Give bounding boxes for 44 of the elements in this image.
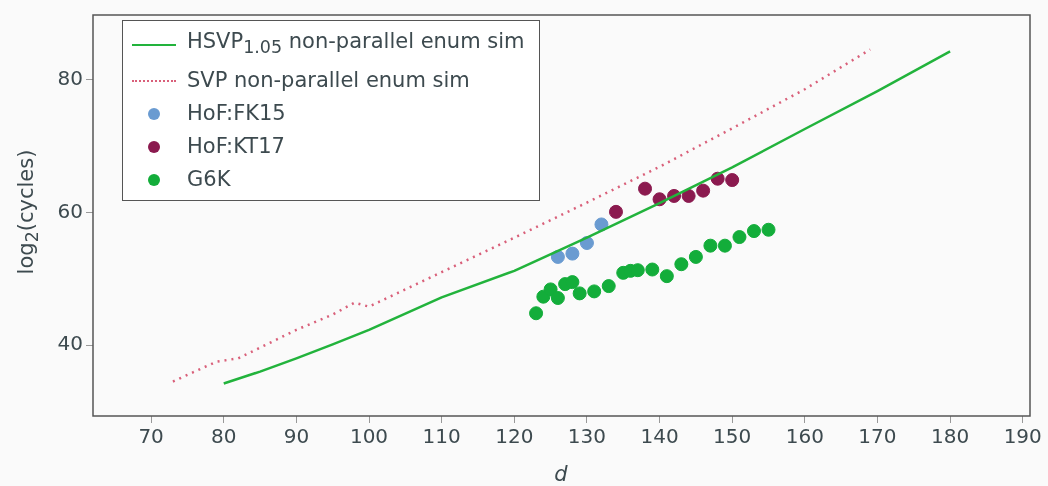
point xyxy=(638,181,653,196)
x-tick-label: 130 xyxy=(567,424,607,449)
x-tick-label: 70 xyxy=(138,424,164,449)
x-tick-label: 110 xyxy=(422,424,461,449)
legend-label: HSVP$_{1.05}$ non-parallel enum sim xyxy=(187,28,525,60)
y-tick-label: 80 xyxy=(57,66,83,91)
point xyxy=(732,230,747,245)
point xyxy=(717,238,732,253)
point xyxy=(674,257,689,272)
legend-label: G6K xyxy=(187,166,231,194)
point xyxy=(659,269,674,284)
point xyxy=(645,262,660,277)
y-tick-label: 40 xyxy=(57,331,83,356)
x-tick-label: 90 xyxy=(283,424,310,449)
point xyxy=(681,188,696,203)
point xyxy=(761,222,776,237)
point xyxy=(565,246,580,261)
point xyxy=(550,291,565,306)
x-tick-label: 100 xyxy=(349,424,389,449)
point xyxy=(688,249,703,264)
point xyxy=(746,224,761,239)
x-tick-label: 80 xyxy=(211,424,237,449)
x-axis-title: d xyxy=(554,462,568,486)
point xyxy=(608,204,623,219)
point xyxy=(529,306,544,321)
y-tick-label: 60 xyxy=(57,198,83,223)
x-tick-label: 170 xyxy=(858,424,897,449)
x-tick-label: 120 xyxy=(495,424,534,449)
point xyxy=(587,284,602,299)
legend-label: HoF:KT17 xyxy=(187,133,285,161)
point xyxy=(696,183,711,198)
point xyxy=(572,286,587,301)
x-tick-label: 140 xyxy=(640,424,679,449)
x-tick-label: 150 xyxy=(713,424,752,449)
point xyxy=(565,275,580,290)
legend-label: HoF:FK15 xyxy=(187,100,286,128)
legend-label: SVP non-parallel enum sim xyxy=(187,67,470,95)
x-tick-label: 180 xyxy=(931,424,970,449)
point xyxy=(601,279,616,294)
point xyxy=(725,173,740,188)
x-tick-label: 190 xyxy=(1003,424,1042,449)
point xyxy=(703,238,718,253)
x-tick-label: 160 xyxy=(785,424,824,449)
point xyxy=(543,282,558,297)
